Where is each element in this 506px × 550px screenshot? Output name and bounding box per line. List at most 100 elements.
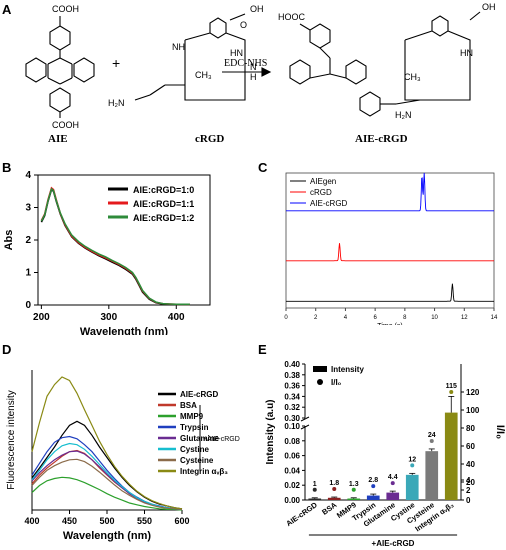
crgd-n-label: N [250,62,257,72]
chart-e-legend-dot-swatch [317,379,323,385]
crgd-macrocycle [184,32,246,101]
chart-d-legend-label: Cysteine [180,456,214,465]
chart-e-legend-dot-label: I/I₀ [331,378,342,387]
chart-e-y2tick-label: 40 [466,460,475,469]
chart-d-xtick-label: 500 [99,516,114,526]
chart-d-series-line [31,442,183,510]
chart-e-y2tick-label: 0 [466,496,471,505]
chart-e-ratio-label: 1 [313,481,317,488]
aie-right-ring [73,57,95,83]
chart-e-ratio-dot [449,390,454,394]
chart-b-ytick-label: 3 [25,203,31,214]
product-hn-label: HN [460,48,473,58]
chart-c-trace [286,283,494,302]
product-ch3-label: CH₃ [404,72,421,82]
chart-b-xlabel: Wavelength (nm) [80,326,169,335]
chart-e-legend-bar-swatch [313,366,327,372]
chart-e-bar [444,412,458,500]
crgd-h-label: H [250,72,257,82]
chart-e-ytick-label: 0.08 [284,437,300,446]
chart-d-legend-label: Cystine [180,445,209,454]
chart-d-legend-label: Trypsin [180,423,209,432]
chart-b-absorption: 200 300 400 0 1 2 3 4 Wavelength (nm) Abs AIE:cRGD… [3,170,211,335]
crgd-o-label: O [240,20,247,30]
chart-e-ytick-label: 0.04 [284,466,300,475]
chart-e-ratio-dot [390,481,395,486]
crgd-oh-label: OH [250,4,264,14]
chart-e-y2tick-label: 4 [466,476,471,485]
chart-e-ytick-label: 0.06 [284,452,300,461]
chart-e-ytick-label: 0.02 [284,481,300,490]
chart-e-y2tick-label: 120 [466,388,480,397]
crgd-h2n-label: H₂N [108,98,125,108]
crgd-nh-label: NH [172,42,185,52]
chart-c-xtick-label: 10 [431,315,438,321]
chart-e-bar [308,498,322,500]
chart-e-ratio-label: 24 [428,432,436,439]
chart-c-trace [286,172,494,212]
scheme-atom-labels: COOH COOH HOOC OH O NH HN N H CH₃ H₂N OH… [52,2,496,130]
hooc-product-label: HOOC [278,12,306,22]
panel-label-c: C [258,160,268,175]
chart-e-bar: 0.00 0.02 0.04 0.06 0.08 0.100.30 0.32 0.340.36… [265,360,506,548]
chart-c-xtick-label: 4 [344,315,348,321]
reagent-label: EDC-NHS [224,58,267,69]
chart-e-y2tick-label: 100 [466,406,480,415]
chart-d-xtick-label: 450 [62,516,77,526]
chart-c-xtick-label: 0 [284,315,288,321]
chart-c-chromatogram: 0 2 4 6 8 10 12 14 Time (s) AIEgen cRGD AIE-cRGD [284,172,498,325]
chart-e-ytick-label: 0.10 [284,422,300,431]
chart-d-series-line [31,458,183,510]
chart-e-ytick-label: 0.00 [284,496,300,505]
chart-e-y2tick-label: 60 [466,442,475,451]
chart-e-group-label: +AIE-cRGD [372,539,415,548]
chart-b-legend-label: AIE:cRGD=1:1 [133,199,194,209]
chart-b-legend-label: AIE:cRGD=1:0 [133,185,194,195]
plus-sign: + [112,55,120,71]
chart-d-legend-label: BSA [180,401,197,410]
chart-e-y2tick-label: 80 [466,424,475,433]
chart-c-legend-label: cRGD [310,188,332,197]
chart-d-xtick-label: 550 [137,516,152,526]
chart-e-ytick-label: 0.32 [284,403,300,412]
cooh-bottom-label: COOH [52,120,79,130]
chart-b-legend-label: AIE:cRGD=1:2 [133,213,194,223]
chart-b-ytick-label: 2 [25,235,31,246]
aie-compound-label: AIE [48,133,68,145]
panel-label-e: E [258,342,267,357]
product-oh-label: OH [482,2,496,12]
chart-b-ytick-label: 4 [25,170,31,181]
chart-d-series-line [31,476,183,511]
chart-d-xtick-label: 600 [174,516,189,526]
chart-e-ytick-label: 0.34 [284,392,300,401]
chart-e-y2label: I/I₀ [494,425,506,439]
chart-c-xtick-label: 6 [373,315,377,321]
chart-e-ytick-label: 0.36 [284,382,300,391]
chart-d-xlabel: Wavelength (nm) [63,530,152,542]
chart-e-ytick-label: 0.38 [284,371,300,380]
chart-e-y2tick-label: 2 [466,486,471,495]
crgd-hn-label: HN [230,48,243,58]
chart-e-break-mark [300,416,310,422]
product-benzyl-ring [431,15,449,37]
chart-b-ytick-label: 1 [25,268,31,279]
product-left-ring [289,59,311,85]
chart-e-bar [425,451,439,500]
crgd-compound-label: cRGD [195,133,224,145]
chart-c-frame [285,172,495,309]
cooh-top-label: COOH [52,4,79,14]
chart-e-ratio-dot [429,438,434,443]
chart-e-ratio-label: 1.8 [329,480,339,487]
chart-b-series-line [40,187,190,306]
chart-b-ytick-label: 0 [25,300,31,311]
chart-d-legend-label: MMP9 [180,412,204,421]
chart-e-ratio-dot [410,463,415,468]
chart-b-xtick-label: 300 [100,312,117,323]
product-compound-label: AIE-cRGD [355,133,408,145]
chart-c-xtick-label: 14 [491,315,498,321]
chart-e-legend-bar-label: Intensity [331,365,364,374]
chart-d-legend-label: AIE-cRGD [180,390,218,399]
chart-e-ratio-dot [351,487,356,492]
product-bottom-ring [359,91,381,117]
product-macrocycle [404,30,471,101]
